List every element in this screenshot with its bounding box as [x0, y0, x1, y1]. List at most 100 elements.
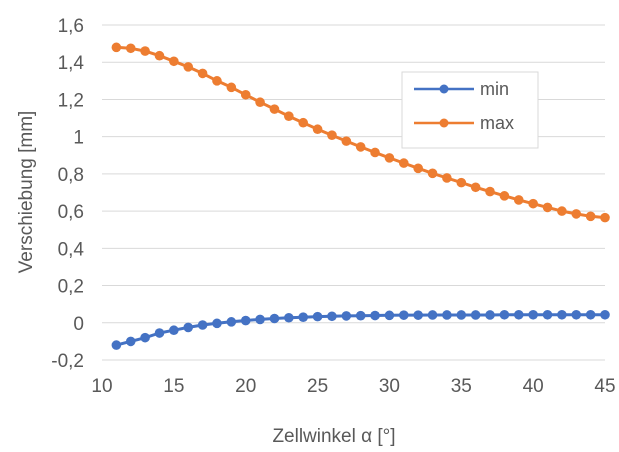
- data-point-max: [125, 43, 136, 54]
- data-point-min: [456, 310, 467, 320]
- y-axis-ticks: -0,2 0 0,2 0,4 0,6 0,8 1 1,2 1,4 1,6: [51, 16, 84, 372]
- y-tick-label: 1: [73, 128, 84, 149]
- x-tick-label: 40: [523, 376, 544, 397]
- data-point-max: [111, 42, 122, 53]
- x-axis-ticks: 10 15 20 25 30 35 40 45: [91, 376, 615, 397]
- data-point-max: [542, 202, 553, 213]
- data-point-min: [370, 310, 380, 321]
- x-axis-title: Zellwinkel α [°]: [272, 426, 395, 447]
- data-point-min: [327, 311, 337, 322]
- legend-label-max: max: [480, 113, 514, 133]
- data-point-max: [298, 117, 309, 128]
- data-point-min: [312, 311, 323, 322]
- x-tick-label: 10: [91, 376, 112, 397]
- data-point-max: [413, 163, 423, 174]
- data-point-max: [154, 50, 165, 61]
- data-point-min: [399, 310, 409, 320]
- data-point-max: [442, 173, 452, 183]
- data-point-max: [140, 46, 150, 56]
- data-point-max: [327, 130, 337, 140]
- data-point-min: [197, 320, 208, 330]
- data-point-max: [399, 158, 409, 168]
- y-tick-label: 0,8: [58, 165, 84, 186]
- x-tick-label: 30: [379, 376, 400, 397]
- data-point-max: [284, 111, 294, 121]
- data-point-min: [413, 310, 423, 320]
- data-point-max: [183, 62, 194, 72]
- data-point-min: [557, 309, 567, 320]
- data-point-min: [154, 328, 165, 338]
- data-point-min: [485, 310, 495, 320]
- data-point-max: [485, 186, 495, 197]
- data-point-min: [341, 311, 352, 321]
- data-point-max: [370, 147, 380, 158]
- data-point-min: [111, 340, 122, 350]
- data-point-max: [557, 206, 567, 216]
- data-point-min: [499, 309, 510, 320]
- series-min: [111, 309, 610, 350]
- data-point-min: [600, 309, 610, 320]
- data-point-min: [284, 312, 294, 323]
- data-point-min: [571, 309, 582, 320]
- y-tick-label: -0,2: [51, 351, 84, 372]
- data-point-min: [542, 309, 553, 320]
- legend-label-min: min: [480, 79, 509, 99]
- x-tick-label: 15: [163, 376, 184, 397]
- data-point-max: [528, 198, 538, 209]
- data-point-max: [456, 177, 467, 188]
- data-point-max: [427, 168, 438, 179]
- data-point-max: [470, 182, 481, 193]
- y-tick-label: 1,4: [58, 53, 85, 74]
- data-point-min: [269, 313, 280, 324]
- data-point-max: [269, 104, 280, 114]
- legend-marker-min: [439, 84, 449, 94]
- data-point-max: [600, 212, 610, 223]
- data-series: [111, 42, 610, 350]
- data-point-min: [513, 309, 524, 320]
- y-axis-title: Verschiebung [mm]: [16, 111, 37, 274]
- data-point-min: [226, 317, 237, 327]
- legend-box: [401, 71, 539, 149]
- data-point-min: [240, 315, 251, 326]
- data-point-min: [125, 336, 136, 347]
- y-tick-label: 1,6: [58, 16, 84, 37]
- data-point-max: [499, 191, 510, 201]
- data-point-max: [513, 195, 524, 205]
- x-tick-label: 45: [594, 376, 615, 397]
- data-point-min: [384, 310, 395, 321]
- data-point-max: [212, 76, 222, 86]
- y-tick-label: 0,6: [58, 202, 84, 223]
- data-point-max: [226, 82, 237, 93]
- x-tick-label: 35: [451, 376, 472, 397]
- x-tick-label: 20: [235, 376, 256, 397]
- data-point-min: [528, 309, 538, 320]
- y-tick-label: 0,4: [58, 239, 85, 260]
- data-point-max: [341, 136, 352, 146]
- data-point-min: [140, 332, 150, 343]
- data-point-min: [255, 314, 265, 325]
- x-tick-label: 25: [307, 376, 328, 397]
- legend: min max: [401, 71, 539, 149]
- data-point-min: [355, 310, 366, 321]
- y-tick-label: 1,2: [58, 90, 84, 111]
- data-point-max: [169, 56, 179, 67]
- data-point-max: [571, 209, 582, 219]
- data-point-max: [384, 153, 395, 163]
- data-point-max: [197, 68, 208, 79]
- data-point-max: [255, 97, 265, 108]
- data-point-min: [442, 310, 452, 320]
- data-point-max: [585, 211, 596, 222]
- data-point-min: [298, 312, 309, 322]
- series-max: [111, 42, 610, 223]
- data-point-min: [212, 318, 222, 329]
- data-point-min: [585, 309, 596, 320]
- legend-marker-max: [439, 118, 449, 128]
- y-tick-label: 0,2: [58, 277, 84, 298]
- y-tick-label: 0: [73, 314, 84, 335]
- data-point-min: [169, 325, 179, 336]
- data-point-max: [312, 124, 323, 135]
- data-point-min: [183, 322, 194, 333]
- data-point-max: [355, 142, 366, 152]
- gridlines: [102, 24, 605, 361]
